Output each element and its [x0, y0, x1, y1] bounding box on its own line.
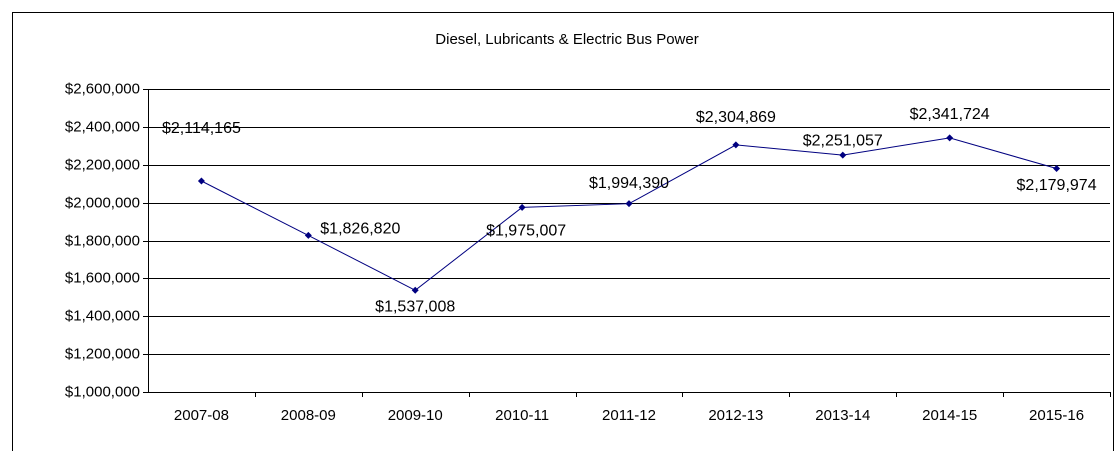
data-label: $1,994,390	[589, 175, 669, 192]
data-label: $2,341,724	[910, 106, 990, 123]
x-tick-label: 2013-14	[815, 407, 870, 424]
data-label: $2,179,974	[1017, 177, 1097, 194]
x-tick-label: 2009-10	[388, 407, 443, 424]
data-label: $1,975,007	[486, 223, 566, 240]
y-tick-label: $1,600,000	[65, 269, 140, 286]
x-tick-label: 2010-11	[495, 407, 549, 424]
y-tick-label: $1,000,000	[65, 383, 140, 400]
marker	[197, 177, 205, 185]
data-label: $2,251,057	[803, 132, 883, 149]
chart-title: Diesel, Lubricants & Electric Bus Power	[435, 31, 698, 48]
marker	[411, 286, 419, 294]
y-tick-label: $1,400,000	[65, 307, 140, 324]
y-tick-label: $1,800,000	[65, 232, 140, 249]
x-tick-label: 2011-12	[602, 407, 656, 424]
y-tick-label: $2,400,000	[65, 118, 140, 135]
x-tick-label: 2015-16	[1029, 407, 1084, 424]
y-tick-label: $2,200,000	[65, 156, 140, 173]
y-tick-label: $1,200,000	[65, 345, 140, 362]
marker	[839, 151, 847, 159]
data-label: $2,114,165	[162, 120, 241, 137]
data-label: $1,826,820	[320, 221, 400, 238]
marker	[518, 203, 526, 211]
data-label: $1,537,008	[375, 299, 455, 316]
chart-frame	[12, 12, 1114, 451]
marker	[304, 231, 312, 239]
y-tick-label: $2,600,000	[65, 80, 140, 97]
y-tick-label: $2,000,000	[65, 194, 140, 211]
data-label: $2,304,869	[696, 109, 776, 126]
marker	[946, 134, 954, 142]
x-tick-label: 2012-13	[708, 407, 763, 424]
x-tick-label: 2014-15	[922, 407, 977, 424]
x-tick-label: 2008-09	[281, 407, 336, 424]
marker	[1053, 165, 1061, 173]
x-tick-label: 2007-08	[174, 407, 229, 424]
marker	[732, 141, 740, 149]
marker	[625, 200, 633, 208]
